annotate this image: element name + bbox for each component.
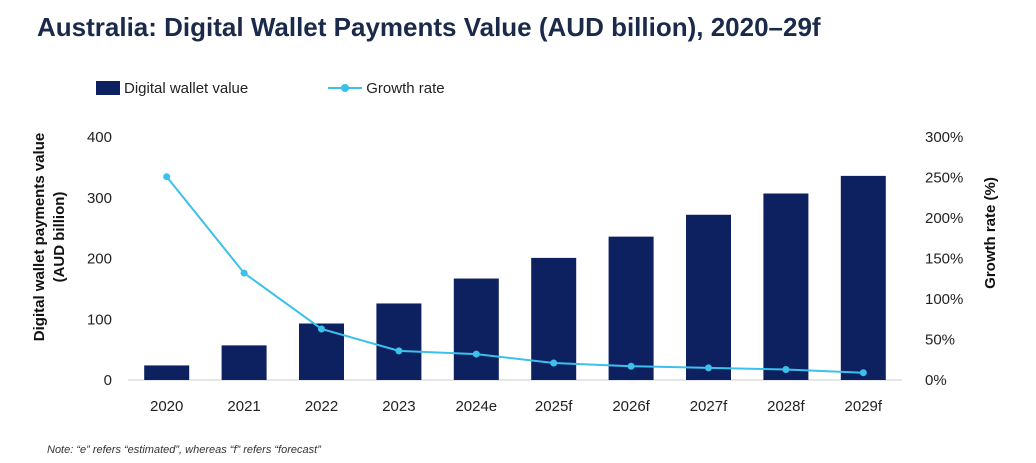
y2-tick-label: 150% xyxy=(925,251,963,268)
growth-point xyxy=(550,359,558,367)
bar xyxy=(376,303,422,380)
growth-point xyxy=(782,365,790,373)
y2-tick-label: 250% xyxy=(925,170,963,187)
y-tick-label: 100 xyxy=(87,311,112,328)
legend: Digital wallet value Growth rate xyxy=(96,78,445,98)
bar xyxy=(608,236,654,380)
x-tick-label: 2028f xyxy=(767,398,805,415)
growth-point xyxy=(627,362,635,370)
footnote: Note: “e” refers “estimated”, whereas “f… xyxy=(47,444,321,456)
x-tick-label: 2022 xyxy=(305,398,338,415)
growth-point xyxy=(395,347,403,355)
bar xyxy=(763,193,809,380)
growth-point xyxy=(859,369,867,377)
legend-bar-swatch xyxy=(96,81,120,95)
bar xyxy=(840,175,886,380)
x-tick-label: 2029f xyxy=(845,398,883,415)
x-tick-label: 2027f xyxy=(690,398,728,415)
growth-line xyxy=(165,176,864,374)
x-tick-label: 2023 xyxy=(382,398,415,415)
x-tick-label: 2020 xyxy=(150,398,183,415)
growth-point xyxy=(705,364,712,372)
bar xyxy=(686,214,731,380)
growth-point xyxy=(163,173,171,181)
legend-bar-label: Digital wallet value xyxy=(124,79,249,97)
growth-point xyxy=(472,350,480,358)
bar xyxy=(453,278,499,380)
y-tick-label: 200 xyxy=(87,251,112,268)
y-tick-label: 300 xyxy=(87,190,112,207)
y2-tick-label: 100% xyxy=(925,291,963,308)
x-tick-label: 2021 xyxy=(227,398,260,415)
y2-axis-title: Growth rate (%) xyxy=(982,177,999,289)
y2-tick-label: 300% xyxy=(925,129,963,146)
chart-title: Australia: Digital Wallet Payments Value… xyxy=(37,12,821,42)
y-tick-label: 400 xyxy=(87,129,112,146)
legend-line-label: Growth rate xyxy=(366,79,445,97)
y-axis-title: Digital wallet payments value (AUD billio… xyxy=(31,133,68,341)
bar xyxy=(144,365,190,380)
y-tick-label: 0 xyxy=(104,372,112,389)
x-tick-label: 2024e xyxy=(455,398,497,415)
y2-tick-label: 50% xyxy=(925,332,955,349)
x-tick-label: 2025f xyxy=(535,398,573,415)
growth-point xyxy=(240,269,248,277)
y2-tick-label: 0% xyxy=(925,372,947,389)
y2-tick-label: 200% xyxy=(925,210,963,227)
legend-line-swatch xyxy=(328,81,363,95)
growth-point xyxy=(318,325,325,333)
x-tick-label: 2026f xyxy=(612,398,650,415)
bar xyxy=(221,345,267,380)
